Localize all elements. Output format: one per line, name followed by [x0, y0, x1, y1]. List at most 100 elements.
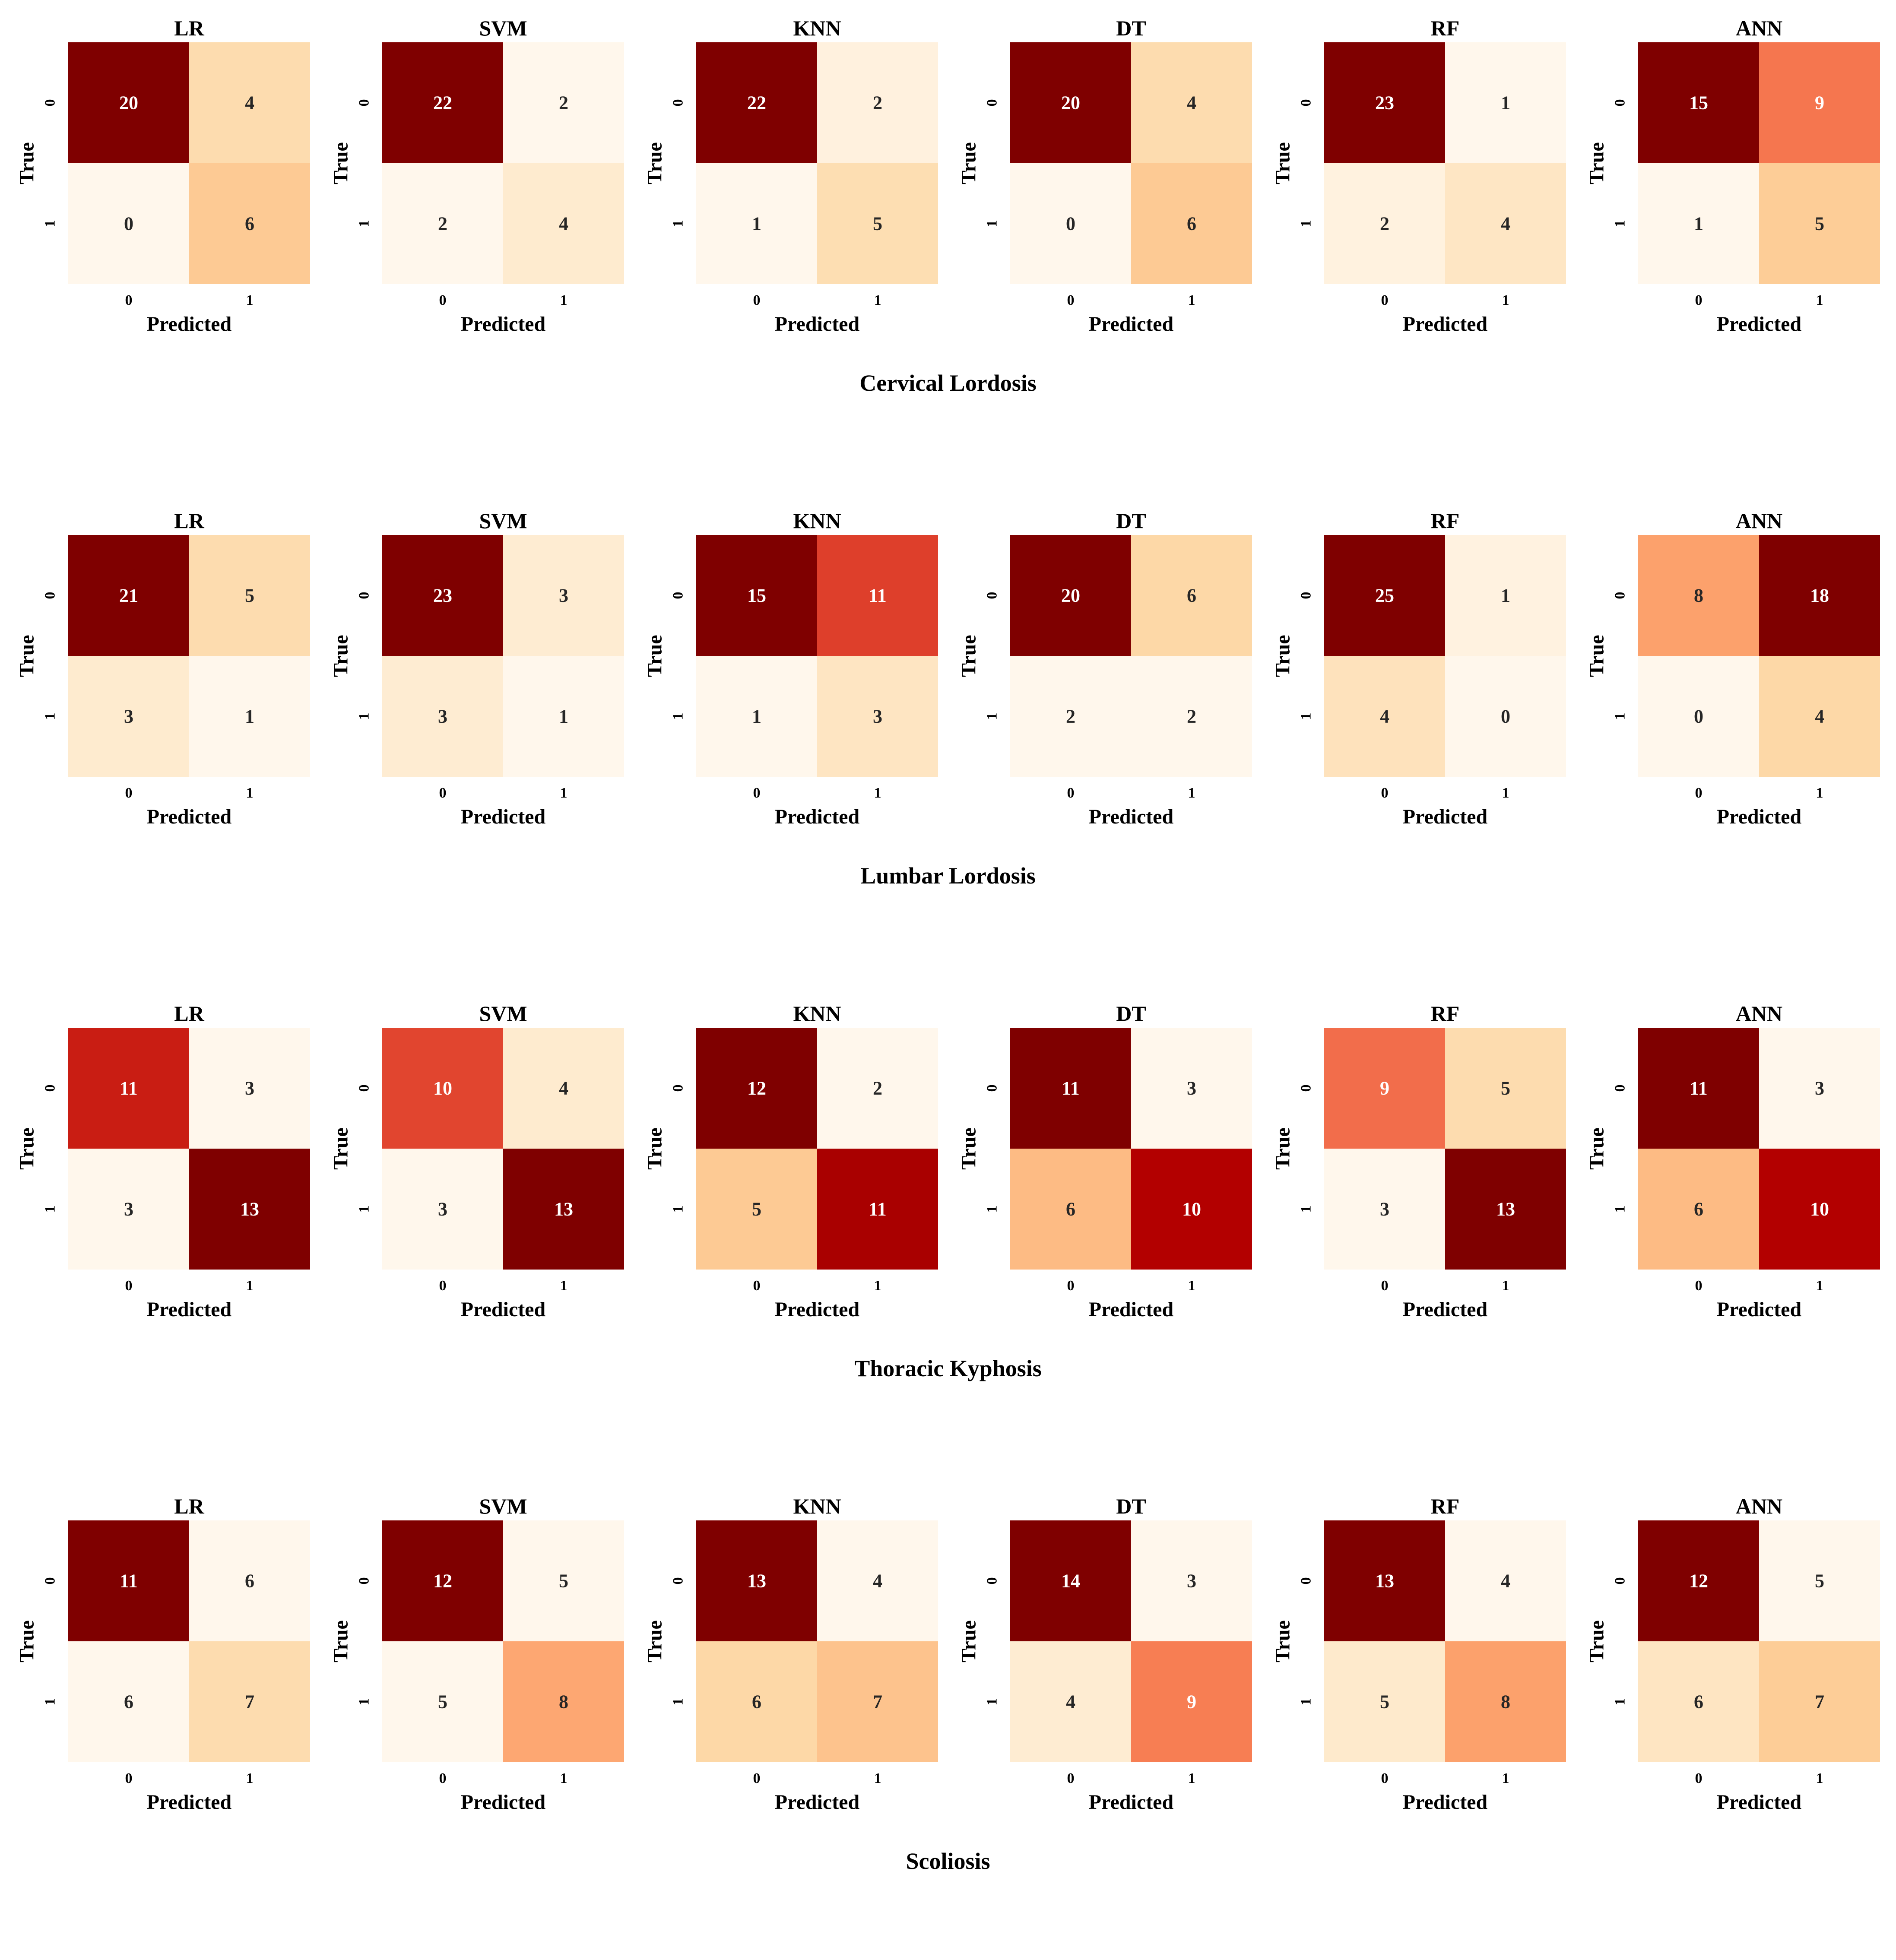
x-tick-lumbar-lordosis-ann-0: 0	[1695, 785, 1703, 801]
x-tick-cervical-lordosis-dt-1: 1	[1188, 292, 1195, 308]
x-tick-scoliosis-lr-0: 0	[125, 1770, 133, 1786]
y-tick-lumbar-lordosis-rf-1: 1	[1298, 713, 1314, 720]
cell-value-cervical-lordosis-svm-r1-c1: 4	[559, 213, 568, 234]
cell-value-lumbar-lordosis-knn-r0-c1: 11	[869, 585, 887, 606]
cell-lumbar-lordosis-dt-r0-c1	[1131, 535, 1252, 656]
cell-thoracic-kyphosis-ann-r0-c0	[1638, 1028, 1759, 1149]
panel-title-cervical-lordosis-dt: DT	[1116, 16, 1146, 40]
cell-value-thoracic-kyphosis-lr-r1-c0: 3	[124, 1199, 133, 1220]
cell-value-lumbar-lordosis-lr-r1-c0: 3	[124, 706, 133, 727]
cell-thoracic-kyphosis-ann-r1-c0	[1638, 1149, 1759, 1270]
cell-lumbar-lordosis-knn-r1-c0	[696, 656, 817, 777]
panel-title-lumbar-lordosis-svm: SVM	[479, 509, 527, 533]
x-tick-cervical-lordosis-lr-1: 1	[246, 292, 254, 308]
cell-value-lumbar-lordosis-lr-r0-c0: 21	[119, 585, 138, 606]
y-label-scoliosis-svm: True	[330, 1620, 352, 1662]
y-label-lumbar-lordosis-svm: True	[330, 635, 352, 677]
cell-scoliosis-svm-r0-c1	[503, 1520, 624, 1641]
panel-title-thoracic-kyphosis-svm: SVM	[479, 1001, 527, 1026]
heatmap-scoliosis-lr: 11 6 6 7 LR 0 1 Predicted 0 1 True	[16, 1494, 310, 1814]
y-tick-thoracic-kyphosis-dt-1: 1	[984, 1206, 1000, 1213]
x-label-lumbar-lordosis-ann: Predicted	[1717, 805, 1802, 828]
y-tick-cervical-lordosis-svm-0: 0	[356, 99, 372, 107]
cell-thoracic-kyphosis-rf-r1-c0	[1324, 1149, 1445, 1270]
heatmap-thoracic-kyphosis-lr: 11 3 3 13 LR 0 1 Predicted 0 1 True	[16, 1001, 310, 1321]
x-label-lumbar-lordosis-dt: Predicted	[1089, 805, 1174, 828]
x-label-cervical-lordosis-dt: Predicted	[1089, 313, 1174, 336]
panel-title-cervical-lordosis-svm: SVM	[479, 16, 527, 40]
y-label-lumbar-lordosis-ann: True	[1585, 635, 1608, 677]
cell-value-thoracic-kyphosis-knn-r1-c1: 11	[869, 1199, 887, 1220]
cell-thoracic-kyphosis-lr-r1-c1	[189, 1149, 310, 1270]
cell-cervical-lordosis-dt-r1-c1	[1131, 163, 1252, 284]
cell-value-cervical-lordosis-svm-r0-c0: 22	[433, 92, 452, 114]
cell-value-cervical-lordosis-dt-r0-c0: 20	[1061, 92, 1080, 114]
cell-scoliosis-ann-r0-c0	[1638, 1520, 1759, 1641]
heatmap-thoracic-kyphosis-knn: 12 2 5 11 KNN 0 1 Predicted 0 1 True	[644, 1001, 938, 1321]
x-tick-thoracic-kyphosis-svm-0: 0	[439, 1278, 447, 1294]
cell-lumbar-lordosis-rf-r0-c1	[1445, 535, 1566, 656]
y-tick-scoliosis-rf-0: 0	[1298, 1577, 1314, 1585]
cell-lumbar-lordosis-rf-r1-c1	[1445, 656, 1566, 777]
cell-cervical-lordosis-svm-r0-c1	[503, 42, 624, 163]
cell-value-lumbar-lordosis-ann-r0-c0: 8	[1694, 585, 1703, 606]
cell-value-cervical-lordosis-dt-r1-c0: 0	[1066, 213, 1075, 234]
cell-lumbar-lordosis-lr-r1-c0	[68, 656, 189, 777]
group-title-lumbar-lordosis: Lumbar Lordosis	[860, 863, 1036, 889]
heatmap-scoliosis-rf: 13 4 5 8 RF 0 1 Predicted 0 1 True	[1271, 1494, 1566, 1814]
cell-lumbar-lordosis-knn-r0-c0	[696, 535, 817, 656]
cell-thoracic-kyphosis-dt-r1-c1	[1131, 1149, 1252, 1270]
cell-scoliosis-lr-r0-c1	[189, 1520, 310, 1641]
cell-scoliosis-rf-r1-c1	[1445, 1641, 1566, 1762]
x-tick-lumbar-lordosis-lr-1: 1	[246, 785, 254, 801]
cell-value-cervical-lordosis-svm-r0-c1: 2	[559, 92, 568, 114]
cell-scoliosis-knn-r1-c0	[696, 1641, 817, 1762]
y-label-cervical-lordosis-rf: True	[1271, 142, 1294, 184]
x-tick-cervical-lordosis-lr-0: 0	[125, 292, 133, 308]
cell-lumbar-lordosis-ann-r0-c0	[1638, 535, 1759, 656]
cell-value-lumbar-lordosis-rf-r0-c0: 25	[1375, 585, 1394, 606]
x-label-cervical-lordosis-svm: Predicted	[461, 313, 546, 336]
x-tick-cervical-lordosis-ann-0: 0	[1695, 292, 1703, 308]
y-tick-scoliosis-lr-1: 1	[42, 1698, 58, 1706]
y-label-cervical-lordosis-knn: True	[644, 142, 666, 184]
x-label-thoracic-kyphosis-rf: Predicted	[1403, 1298, 1488, 1321]
cell-lumbar-lordosis-knn-r0-c1	[817, 535, 938, 656]
x-tick-cervical-lordosis-ann-1: 1	[1816, 292, 1823, 308]
heatmap-scoliosis-knn: 13 4 6 7 KNN 0 1 Predicted 0 1 True	[644, 1494, 938, 1814]
cell-lumbar-lordosis-knn-r1-c1	[817, 656, 938, 777]
cell-lumbar-lordosis-ann-r1-c0	[1638, 656, 1759, 777]
heatmap-thoracic-kyphosis-dt: 11 3 6 10 DT 0 1 Predicted 0 1 True	[958, 1001, 1252, 1321]
group-title-thoracic-kyphosis: Thoracic Kyphosis	[854, 1355, 1042, 1381]
y-tick-thoracic-kyphosis-ann-1: 1	[1612, 1206, 1628, 1213]
cell-scoliosis-knn-r0-c0	[696, 1520, 817, 1641]
cell-value-scoliosis-ann-r0-c0: 12	[1689, 1571, 1708, 1592]
x-tick-lumbar-lordosis-rf-1: 1	[1502, 785, 1509, 801]
x-label-thoracic-kyphosis-ann: Predicted	[1717, 1298, 1802, 1321]
y-tick-lumbar-lordosis-rf-0: 0	[1298, 592, 1314, 599]
cell-thoracic-kyphosis-rf-r0-c1	[1445, 1028, 1566, 1149]
y-label-cervical-lordosis-svm: True	[330, 142, 352, 184]
x-tick-scoliosis-knn-0: 0	[753, 1770, 761, 1786]
cell-thoracic-kyphosis-dt-r0-c1	[1131, 1028, 1252, 1149]
cell-cervical-lordosis-lr-r1-c0	[68, 163, 189, 284]
cell-scoliosis-lr-r1-c1	[189, 1641, 310, 1762]
cell-lumbar-lordosis-lr-r1-c1	[189, 656, 310, 777]
x-label-scoliosis-lr: Predicted	[147, 1791, 232, 1814]
cell-value-lumbar-lordosis-dt-r1-c0: 2	[1066, 706, 1075, 727]
heatmap-cervical-lordosis-lr: 20 4 0 6 LR 0 1 Predicted 0 1 True	[16, 16, 310, 336]
cell-value-scoliosis-knn-r0-c0: 13	[747, 1571, 766, 1592]
y-label-scoliosis-knn: True	[644, 1620, 666, 1662]
y-tick-thoracic-kyphosis-svm-1: 1	[356, 1206, 372, 1213]
y-tick-scoliosis-knn-1: 1	[670, 1698, 686, 1706]
cell-value-scoliosis-rf-r1-c0: 5	[1380, 1691, 1389, 1713]
cell-value-thoracic-kyphosis-lr-r1-c1: 13	[240, 1199, 259, 1220]
group-title-cervical-lordosis: Cervical Lordosis	[859, 370, 1036, 396]
cell-scoliosis-dt-r0-c1	[1131, 1520, 1252, 1641]
y-tick-thoracic-kyphosis-svm-0: 0	[356, 1085, 372, 1092]
cell-cervical-lordosis-knn-r1-c1	[817, 163, 938, 284]
cell-thoracic-kyphosis-ann-r1-c1	[1759, 1149, 1880, 1270]
cell-value-cervical-lordosis-rf-r0-c0: 23	[1375, 92, 1394, 114]
